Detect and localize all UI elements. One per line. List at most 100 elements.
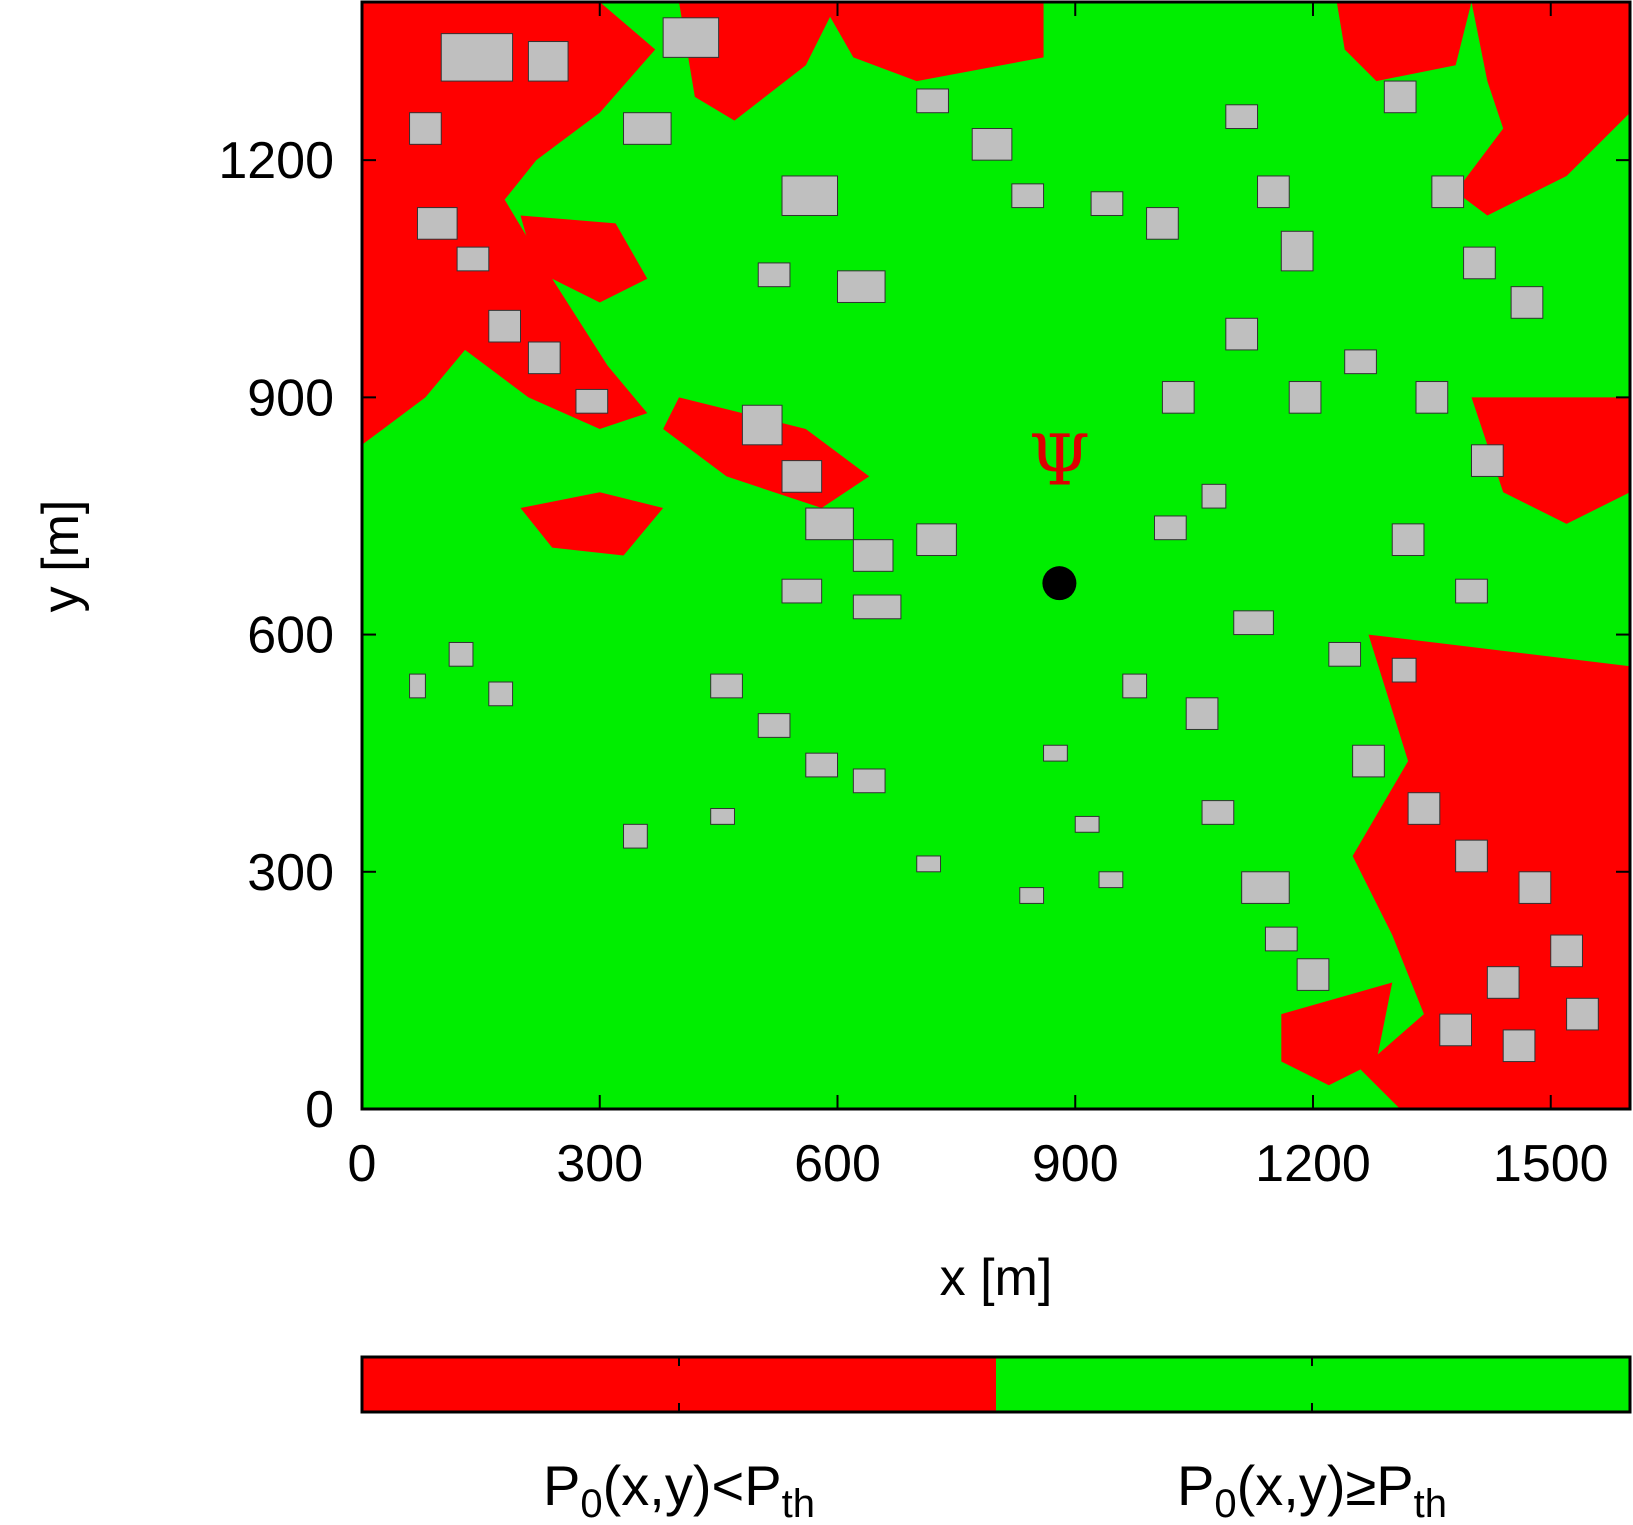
below-threshold-region-8 bbox=[1471, 397, 1630, 524]
building-3 bbox=[623, 112, 672, 145]
building-56 bbox=[757, 713, 791, 738]
building-14 bbox=[971, 128, 1013, 161]
below-threshold-region-10 bbox=[1281, 982, 1393, 1086]
building-46 bbox=[1352, 744, 1385, 778]
building-57 bbox=[805, 752, 838, 778]
x-axis-label: x [m] bbox=[940, 1249, 1053, 1307]
building-30 bbox=[805, 507, 854, 541]
building-21 bbox=[1383, 80, 1417, 114]
building-12 bbox=[837, 270, 886, 303]
legend-swatch-below bbox=[362, 1357, 996, 1412]
building-34 bbox=[852, 594, 902, 620]
building-2 bbox=[662, 17, 720, 58]
building-69 bbox=[1074, 815, 1100, 833]
building-48 bbox=[1455, 839, 1488, 873]
building-64 bbox=[448, 641, 474, 667]
x-tick-label-600: 600 bbox=[794, 1135, 881, 1193]
building-59 bbox=[916, 855, 942, 873]
x-tick-label-300: 300 bbox=[556, 1135, 643, 1193]
x-tick-label-1500: 1500 bbox=[1493, 1135, 1609, 1193]
building-52 bbox=[1439, 1013, 1473, 1047]
building-61 bbox=[1098, 871, 1124, 889]
building-38 bbox=[1391, 523, 1425, 556]
below-threshold-region-6 bbox=[1336, 2, 1472, 82]
transmitter-layer: Ψ bbox=[1029, 419, 1090, 601]
building-16 bbox=[1090, 191, 1124, 216]
building-53 bbox=[1502, 1029, 1536, 1063]
below-threshold-region-4 bbox=[520, 492, 664, 556]
building-68 bbox=[1122, 673, 1148, 699]
building-10 bbox=[781, 175, 839, 216]
building-71 bbox=[1391, 657, 1417, 683]
plot-area bbox=[362, 2, 1630, 1109]
y-tick-label-300: 300 bbox=[247, 844, 334, 902]
building-27 bbox=[1471, 444, 1504, 477]
building-7 bbox=[488, 309, 521, 343]
building-8 bbox=[527, 341, 561, 375]
legend-colorbar bbox=[360, 1355, 1632, 1414]
building-70 bbox=[1328, 641, 1362, 667]
building-22 bbox=[1431, 175, 1465, 209]
building-29 bbox=[781, 460, 823, 493]
building-9 bbox=[575, 388, 609, 414]
legend-label-above: P0(x,y)≥Pth bbox=[1177, 1454, 1447, 1525]
building-55 bbox=[710, 673, 743, 699]
transmitter-marker bbox=[1042, 566, 1077, 601]
buildings-layer bbox=[409, 17, 1599, 1063]
legend-swatch-above bbox=[996, 1357, 1630, 1412]
building-6 bbox=[456, 246, 490, 272]
y-tick-label-600: 600 bbox=[247, 607, 334, 665]
y-axis-ticks: 0 300 600 900 1200 bbox=[218, 132, 1630, 1139]
building-24 bbox=[1510, 286, 1544, 319]
y-tick-label-0: 0 bbox=[305, 1081, 334, 1139]
building-45 bbox=[1296, 958, 1330, 991]
below-threshold-region-2 bbox=[520, 215, 648, 303]
building-4 bbox=[409, 112, 442, 145]
building-66 bbox=[409, 673, 426, 699]
building-23 bbox=[1463, 246, 1496, 280]
x-tick-label-0: 0 bbox=[348, 1135, 377, 1193]
building-19 bbox=[1257, 175, 1290, 209]
below-threshold-region-7 bbox=[1455, 2, 1630, 216]
building-72 bbox=[1154, 515, 1187, 541]
building-44 bbox=[1264, 926, 1298, 952]
building-47 bbox=[1407, 792, 1441, 825]
building-28 bbox=[741, 404, 783, 446]
legend-frame bbox=[360, 1355, 1632, 1414]
building-26 bbox=[1415, 381, 1449, 414]
building-49 bbox=[1518, 871, 1552, 904]
building-51 bbox=[1486, 966, 1520, 999]
building-11 bbox=[757, 262, 791, 288]
x-axis-ticks: 0 300 600 900 1200 1500 bbox=[348, 2, 1609, 1193]
building-39 bbox=[1455, 578, 1488, 604]
y-tick-label-1200: 1200 bbox=[218, 132, 334, 190]
building-73 bbox=[1201, 483, 1227, 509]
plot-frame bbox=[360, 0, 1632, 1111]
building-33 bbox=[781, 578, 823, 604]
building-31 bbox=[852, 539, 894, 572]
y-axis-label: y [m] bbox=[32, 500, 90, 613]
building-15 bbox=[1011, 183, 1045, 209]
building-1 bbox=[527, 41, 569, 82]
x-tick-label-1200: 1200 bbox=[1255, 1135, 1371, 1193]
building-40 bbox=[1233, 610, 1274, 636]
building-67 bbox=[1043, 744, 1068, 762]
building-17 bbox=[1146, 207, 1179, 240]
legend-label-below: P0(x,y)<Pth bbox=[543, 1454, 815, 1525]
building-42 bbox=[1201, 800, 1235, 825]
below-threshold-region-5 bbox=[821, 2, 1044, 82]
building-62 bbox=[710, 808, 735, 825]
building-37 bbox=[1288, 381, 1322, 414]
building-41 bbox=[1185, 697, 1219, 730]
building-58 bbox=[852, 768, 886, 794]
building-63 bbox=[623, 823, 648, 849]
building-50 bbox=[1550, 934, 1583, 968]
building-25 bbox=[1344, 349, 1377, 375]
building-13 bbox=[916, 88, 949, 114]
building-35 bbox=[1161, 381, 1195, 414]
building-36 bbox=[1225, 317, 1259, 351]
building-32 bbox=[916, 523, 957, 556]
building-65 bbox=[488, 681, 514, 707]
below-threshold-region-9 bbox=[1352, 634, 1630, 1109]
